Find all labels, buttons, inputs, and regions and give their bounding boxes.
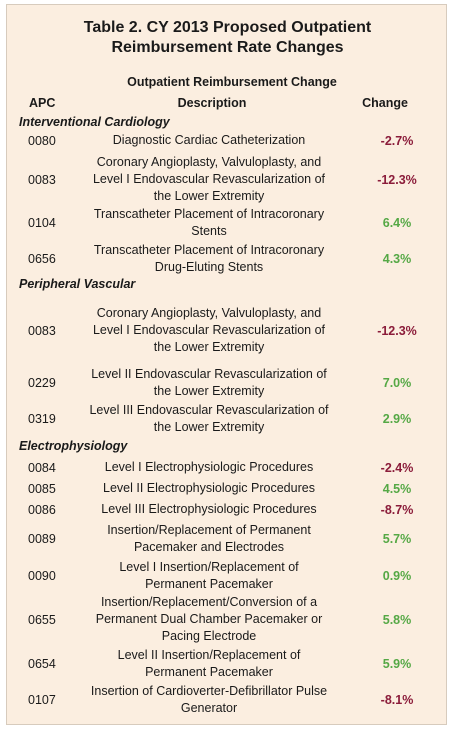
table-title-line-2: Reimbursement Rate Changes [111,39,344,56]
apc-code: 0084 [28,460,56,475]
description: Transcatheter Placement of Intracoronary… [93,207,325,238]
section-title-electrophysiology: Electrophysiology [19,439,128,453]
column-group-header: Outpatient Reimbursement Change [127,75,337,89]
change-value: 7.0% [382,376,412,390]
description: Level II Endovascular Revascularization … [91,367,327,398]
change-value: -12.3% [377,172,417,187]
table-row: 0080 Diagnostic Cardiac Catheterization … [7,132,448,149]
description: Diagnostic Cardiac Catheterization [112,133,306,147]
table-row: 0229 Level II Endovascular Revasculariza… [7,366,448,400]
column-header-description: Description [177,96,247,110]
change-value: 5.7% [382,532,412,546]
column-header-apc: APC [29,96,56,110]
apc-code: 0229 [28,376,56,390]
apc-code: 0083 [28,172,56,187]
table-row: 0319 Level III Endovascular Revasculariz… [7,402,448,436]
apc-code: 0655 [28,612,56,627]
change-value: 5.9% [382,657,412,671]
table-row: 0655 Insertion/Replacement/Conversion of… [7,594,448,645]
description: Insertion/Replacement of Permanent Pacem… [107,523,311,554]
change-value: 2.9% [382,412,412,426]
change-value: 0.9% [382,569,412,583]
description: Insertion of Cardioverter-Defibrillator … [90,684,328,715]
section-title-interventional-cardiology: Interventional Cardiology [19,115,170,129]
table-panel: Table 2. CY 2013 Proposed Outpatient Rei… [6,4,447,725]
description: Coronary Angioplasty, Valvuloplasty, and… [92,306,326,354]
table-row: 0107 Insertion of Cardioverter-Defibrill… [7,683,448,717]
apc-code: 0107 [28,693,56,707]
table-row: 0654 Level II Insertion/Replacement of P… [7,647,448,681]
description: Level III Endovascular Revascularization… [89,403,329,434]
table-row: 0104 Transcatheter Placement of Intracor… [7,206,448,240]
change-value: -2.4% [380,460,414,475]
apc-code: 0083 [28,323,56,338]
apc-code: 0086 [28,502,56,517]
description: Insertion/Replacement/Conversion of a Pe… [95,595,323,643]
apc-code: 0080 [28,133,56,148]
table-title-line-1: Table 2. CY 2013 Proposed Outpatient [83,19,372,36]
description: Level II Insertion/Replacement of Perman… [117,648,301,679]
change-value: 4.3% [382,252,412,266]
table-row: 0656 Transcatheter Placement of Intracor… [7,242,448,276]
apc-code: 0085 [28,481,56,496]
table-row: 0083 Coronary Angioplasty, Valvuloplasty… [7,154,448,205]
column-header-change: Change [362,96,408,110]
change-value: 4.5% [382,481,412,496]
apc-code: 0654 [28,657,56,671]
table-row: 0089 Insertion/Replacement of Permanent … [7,522,448,556]
section-title-peripheral-vascular: Peripheral Vascular [19,277,136,291]
table-row: 0086 Level III Electrophysiologic Proced… [7,501,448,518]
change-value: -12.3% [377,323,417,338]
apc-code: 0104 [28,216,56,230]
apc-code: 0090 [28,569,56,583]
description: Coronary Angioplasty, Valvuloplasty, and… [92,155,326,203]
apc-code: 0319 [28,412,56,426]
description: Level I Electrophysiologic Procedures [104,460,314,474]
description: Level I Insertion/Replacement of Permane… [119,560,299,591]
change-value: 6.4% [382,216,412,230]
table-row: 0090 Level I Insertion/Replacement of Pe… [7,559,448,593]
change-value: -8.1% [380,693,414,707]
change-value: -2.7% [380,133,414,148]
table-row: 0083 Coronary Angioplasty, Valvuloplasty… [7,305,448,356]
apc-code: 0656 [28,252,56,266]
apc-code: 0089 [28,532,56,546]
table-row: 0084 Level I Electrophysiologic Procedur… [7,459,448,476]
description: Level II Electrophysiologic Procedures [103,481,315,495]
change-value: -8.7% [380,502,414,517]
table-row: 0085 Level II Electrophysiologic Procedu… [7,480,448,497]
description: Transcatheter Placement of Intracoronary… [93,243,325,274]
description: Level III Electrophysiologic Procedures [101,502,317,516]
change-value: 5.8% [382,612,412,627]
